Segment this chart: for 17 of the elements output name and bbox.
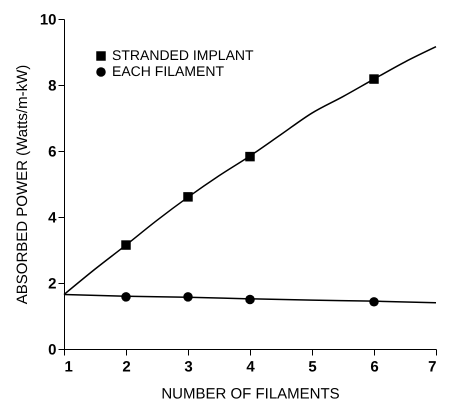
x-tick-label: 3 xyxy=(184,358,193,376)
x-axis-title: NUMBER OF FILAMENTS xyxy=(161,386,340,402)
y-tick-label: 8 xyxy=(48,78,56,94)
legend-label: EACH FILAMENT xyxy=(112,63,224,79)
y-tick-label: 10 xyxy=(40,12,56,28)
y-tick-label: 6 xyxy=(48,144,56,160)
legend-label: STRANDED IMPLANT xyxy=(112,47,254,63)
y-axis-title: ABSORBED POWER (Watts/m-kW) xyxy=(14,64,31,304)
x-tick-label: 7 xyxy=(428,358,436,376)
x-tick-label: 4 xyxy=(246,358,256,376)
x-tick-label: 6 xyxy=(370,358,379,376)
x-tick-label: 5 xyxy=(308,358,317,376)
y-tick-label: 4 xyxy=(48,210,58,226)
y-tick-label: 2 xyxy=(48,276,56,292)
x-tick-label: 1 xyxy=(64,358,73,376)
y-tick-label: 0 xyxy=(48,342,56,358)
x-tick-label: 2 xyxy=(122,358,131,376)
